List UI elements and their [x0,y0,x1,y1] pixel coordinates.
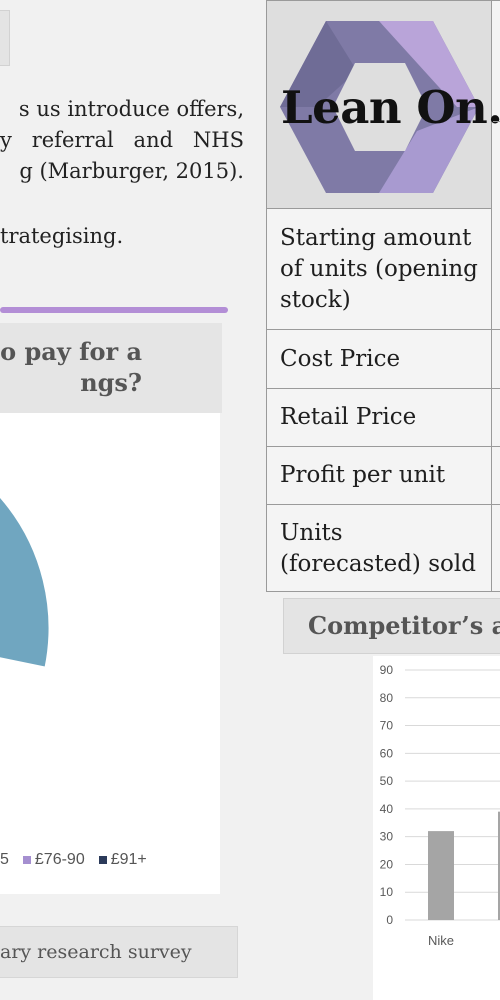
legend-swatch [22,856,31,864]
table-row: Profit per unit [267,447,500,505]
word: y [0,128,12,152]
legend-item: £76-90 [22,851,85,869]
table-row: Cost Price [267,330,500,389]
row-label-line: Retail Price [280,404,417,430]
heading-box-fragment [0,10,10,66]
y-tick-label: 30 [380,830,394,844]
logo-cell: Lean On. [267,1,500,209]
chart-title-line: to pay for a [0,337,142,366]
row-label-line: stock) [280,286,351,313]
row-label-line: (forecasted) sold [280,551,476,577]
table-row: Retail Price [267,389,500,447]
word: referral [31,128,114,152]
y-tick-label: 60 [380,746,394,760]
logo-wordmark: Lean On. [281,81,500,134]
word: and [133,128,174,152]
row-label: Starting amount of units (opening stock) [267,209,492,329]
bar-chart-panel: 0102030405060708090NikeA [373,656,500,1000]
legend-swatch [98,856,107,864]
accent-divider [0,307,228,313]
paragraph-line: s us introduce offers, [18,97,244,121]
y-tick-label: 10 [380,885,394,899]
y-tick-label: 0 [386,913,393,927]
legend-label: £76-90 [34,851,85,868]
pie-slice-blue [0,493,52,670]
legend-item: £91+ [98,851,147,869]
y-tick-label: 70 [380,719,394,733]
paragraph-line-justified: y referral and NHS [0,125,244,156]
paragraph-line: trategising. [0,224,124,248]
table-row: Starting amount of units (opening stock) [267,209,500,330]
row-label-line: Starting amount [280,224,472,251]
stock-table: Lean On. Starting amount of units (openi… [266,0,500,592]
bar-chart: 0102030405060708090NikeA [380,663,500,948]
chart-title-line: ngs? [80,368,142,397]
competitor-chart-title: Competitor’s a [283,598,500,654]
cell-divider [493,121,500,122]
table-row: Units (forecasted) sold [267,505,500,591]
bar [498,811,500,920]
source-caption: ary research survey [0,926,238,978]
pie-chart [0,493,52,670]
chart-title-box: to pay for a ngs? [0,323,222,413]
hexagon-logo-icon [280,21,479,193]
y-tick-label: 50 [380,774,394,788]
pie-legend: 5 £76-90 £91+ [0,840,220,880]
row-label: Retail Price [267,389,492,446]
row-label: Profit per unit [267,447,492,504]
row-label-line: Units [280,520,343,546]
row-label: Units (forecasted) sold [267,505,492,591]
y-tick-label: 40 [380,802,394,816]
row-label: Cost Price [267,330,492,388]
row-label-line: of units (opening [280,255,478,282]
legend-label: £91+ [110,851,147,868]
y-tick-label: 90 [380,663,394,677]
bar [428,831,454,920]
pie-chart-panel [0,413,220,894]
x-tick-label: Nike [428,933,454,948]
legend-label: 5 [0,851,9,868]
y-tick-label: 20 [380,857,394,871]
row-label-line: Profit per unit [280,462,446,488]
paragraph-line: g (Marburger, 2015). [19,159,244,183]
y-tick-label: 80 [380,691,394,705]
legend-item: 5 [0,851,9,869]
row-label-line: Cost Price [280,345,401,372]
word: NHS [192,128,244,152]
body-paragraph-2: trategising. [0,221,244,252]
body-paragraph: s us introduce offers, y referral and NH… [0,94,244,187]
